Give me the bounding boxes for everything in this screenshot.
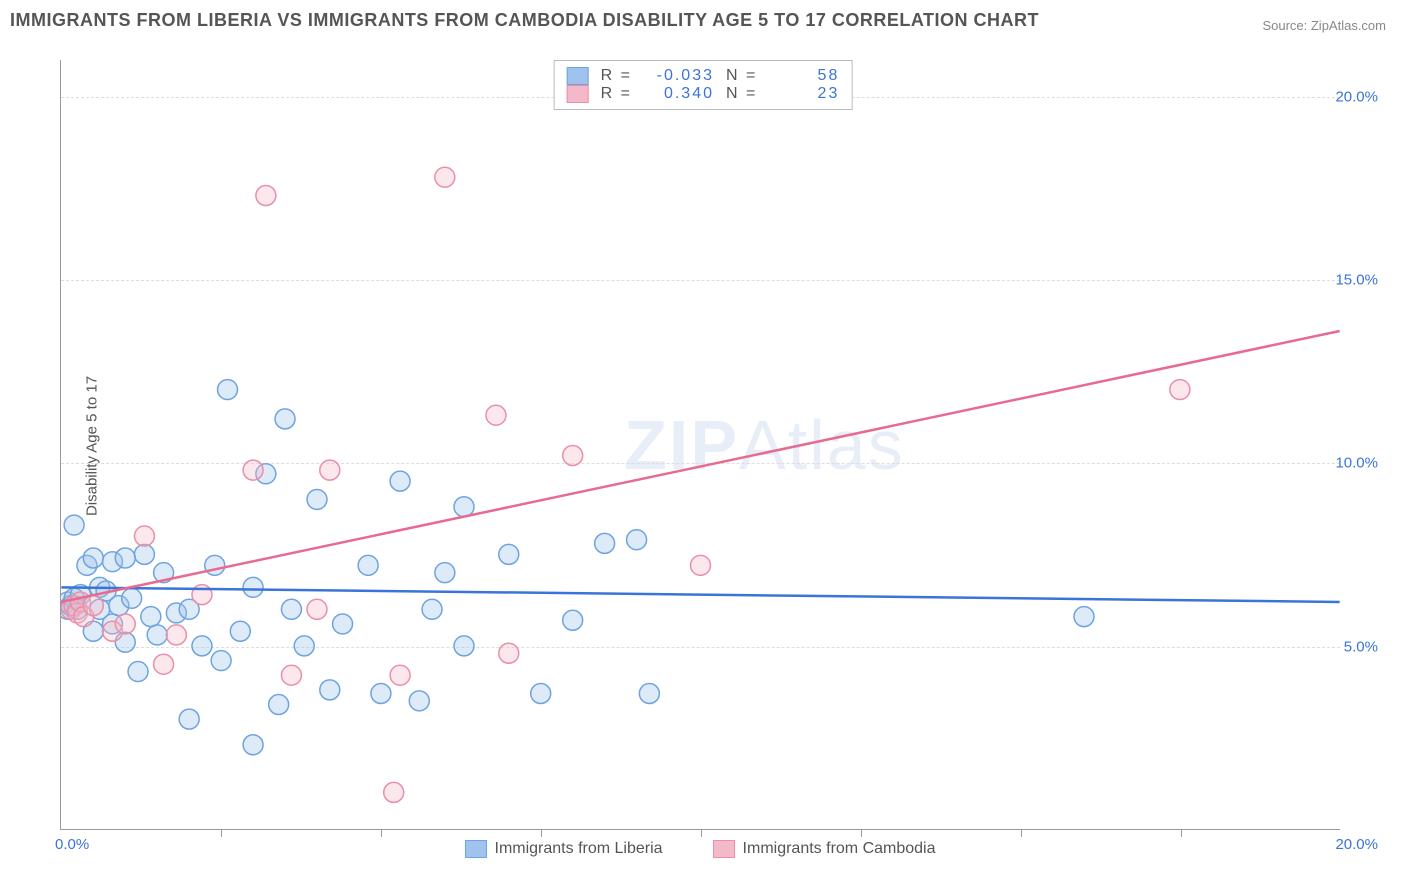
source-link[interactable]: ZipAtlas.com xyxy=(1311,18,1386,33)
data-point xyxy=(691,555,711,575)
chart-title: IMMIGRANTS FROM LIBERIA VS IMMIGRANTS FR… xyxy=(10,10,1039,31)
data-point xyxy=(269,695,289,715)
data-point xyxy=(435,167,455,187)
data-point xyxy=(307,599,327,619)
data-point xyxy=(1170,380,1190,400)
data-point xyxy=(390,471,410,491)
data-point xyxy=(230,621,250,641)
y-tick-label: 10.0% xyxy=(1335,455,1378,472)
data-point xyxy=(134,526,154,546)
data-point xyxy=(281,599,301,619)
y-tick-label: 20.0% xyxy=(1335,88,1378,105)
data-point xyxy=(390,665,410,685)
data-point xyxy=(243,577,263,597)
data-point xyxy=(531,684,551,704)
data-point xyxy=(294,636,314,656)
data-point xyxy=(320,460,340,480)
y-tick-label: 15.0% xyxy=(1335,272,1378,289)
source-citation: Source: ZipAtlas.com xyxy=(1262,18,1386,33)
data-point xyxy=(64,515,84,535)
data-point xyxy=(83,548,103,568)
data-point xyxy=(320,680,340,700)
data-point xyxy=(371,684,391,704)
data-point xyxy=(422,599,442,619)
legend-row-liberia: R = -0.033 N = 58 xyxy=(567,67,840,85)
data-point xyxy=(122,588,142,608)
data-point xyxy=(499,544,519,564)
data-point xyxy=(454,636,474,656)
data-point xyxy=(358,555,378,575)
legend-item-cambodia: Immigrants from Cambodia xyxy=(713,840,936,858)
data-point xyxy=(281,665,301,685)
correlation-legend: R = -0.033 N = 58 R = 0.340 N = 23 xyxy=(554,60,853,110)
data-point xyxy=(205,555,225,575)
data-point xyxy=(563,445,583,465)
data-point xyxy=(307,489,327,509)
legend-item-liberia: Immigrants from Liberia xyxy=(465,840,663,858)
data-point xyxy=(243,735,263,755)
plot-area: ZIPAtlas xyxy=(60,60,1340,830)
data-point xyxy=(256,186,276,206)
data-point xyxy=(275,409,295,429)
y-tick-label: 5.0% xyxy=(1344,638,1378,655)
data-point xyxy=(147,625,167,645)
data-point xyxy=(154,654,174,674)
data-point xyxy=(454,497,474,517)
data-point xyxy=(115,614,135,634)
data-point xyxy=(486,405,506,425)
data-point xyxy=(166,625,186,645)
data-point xyxy=(639,684,659,704)
data-point xyxy=(192,636,212,656)
chart-container: IMMIGRANTS FROM LIBERIA VS IMMIGRANTS FR… xyxy=(10,10,1396,882)
data-point xyxy=(134,544,154,564)
swatch-liberia xyxy=(567,67,589,85)
data-point xyxy=(409,691,429,711)
data-point xyxy=(211,651,231,671)
legend-row-cambodia: R = 0.340 N = 23 xyxy=(567,85,840,103)
series-legend: Immigrants from Liberia Immigrants from … xyxy=(60,840,1340,858)
data-point xyxy=(128,662,148,682)
data-point xyxy=(595,533,615,553)
data-point xyxy=(179,709,199,729)
data-point xyxy=(218,380,238,400)
data-point xyxy=(141,607,161,627)
data-point xyxy=(243,460,263,480)
data-point xyxy=(384,782,404,802)
scatter-svg xyxy=(61,60,1340,829)
data-point xyxy=(83,596,103,616)
data-point xyxy=(499,643,519,663)
data-point xyxy=(563,610,583,630)
data-point xyxy=(1074,607,1094,627)
data-point xyxy=(333,614,353,634)
swatch-cambodia xyxy=(567,85,589,103)
data-point xyxy=(115,548,135,568)
swatch-liberia-icon xyxy=(465,840,487,858)
data-point xyxy=(435,563,455,583)
x-max-label: 20.0% xyxy=(1335,836,1378,853)
data-point xyxy=(627,530,647,550)
swatch-cambodia-icon xyxy=(713,840,735,858)
